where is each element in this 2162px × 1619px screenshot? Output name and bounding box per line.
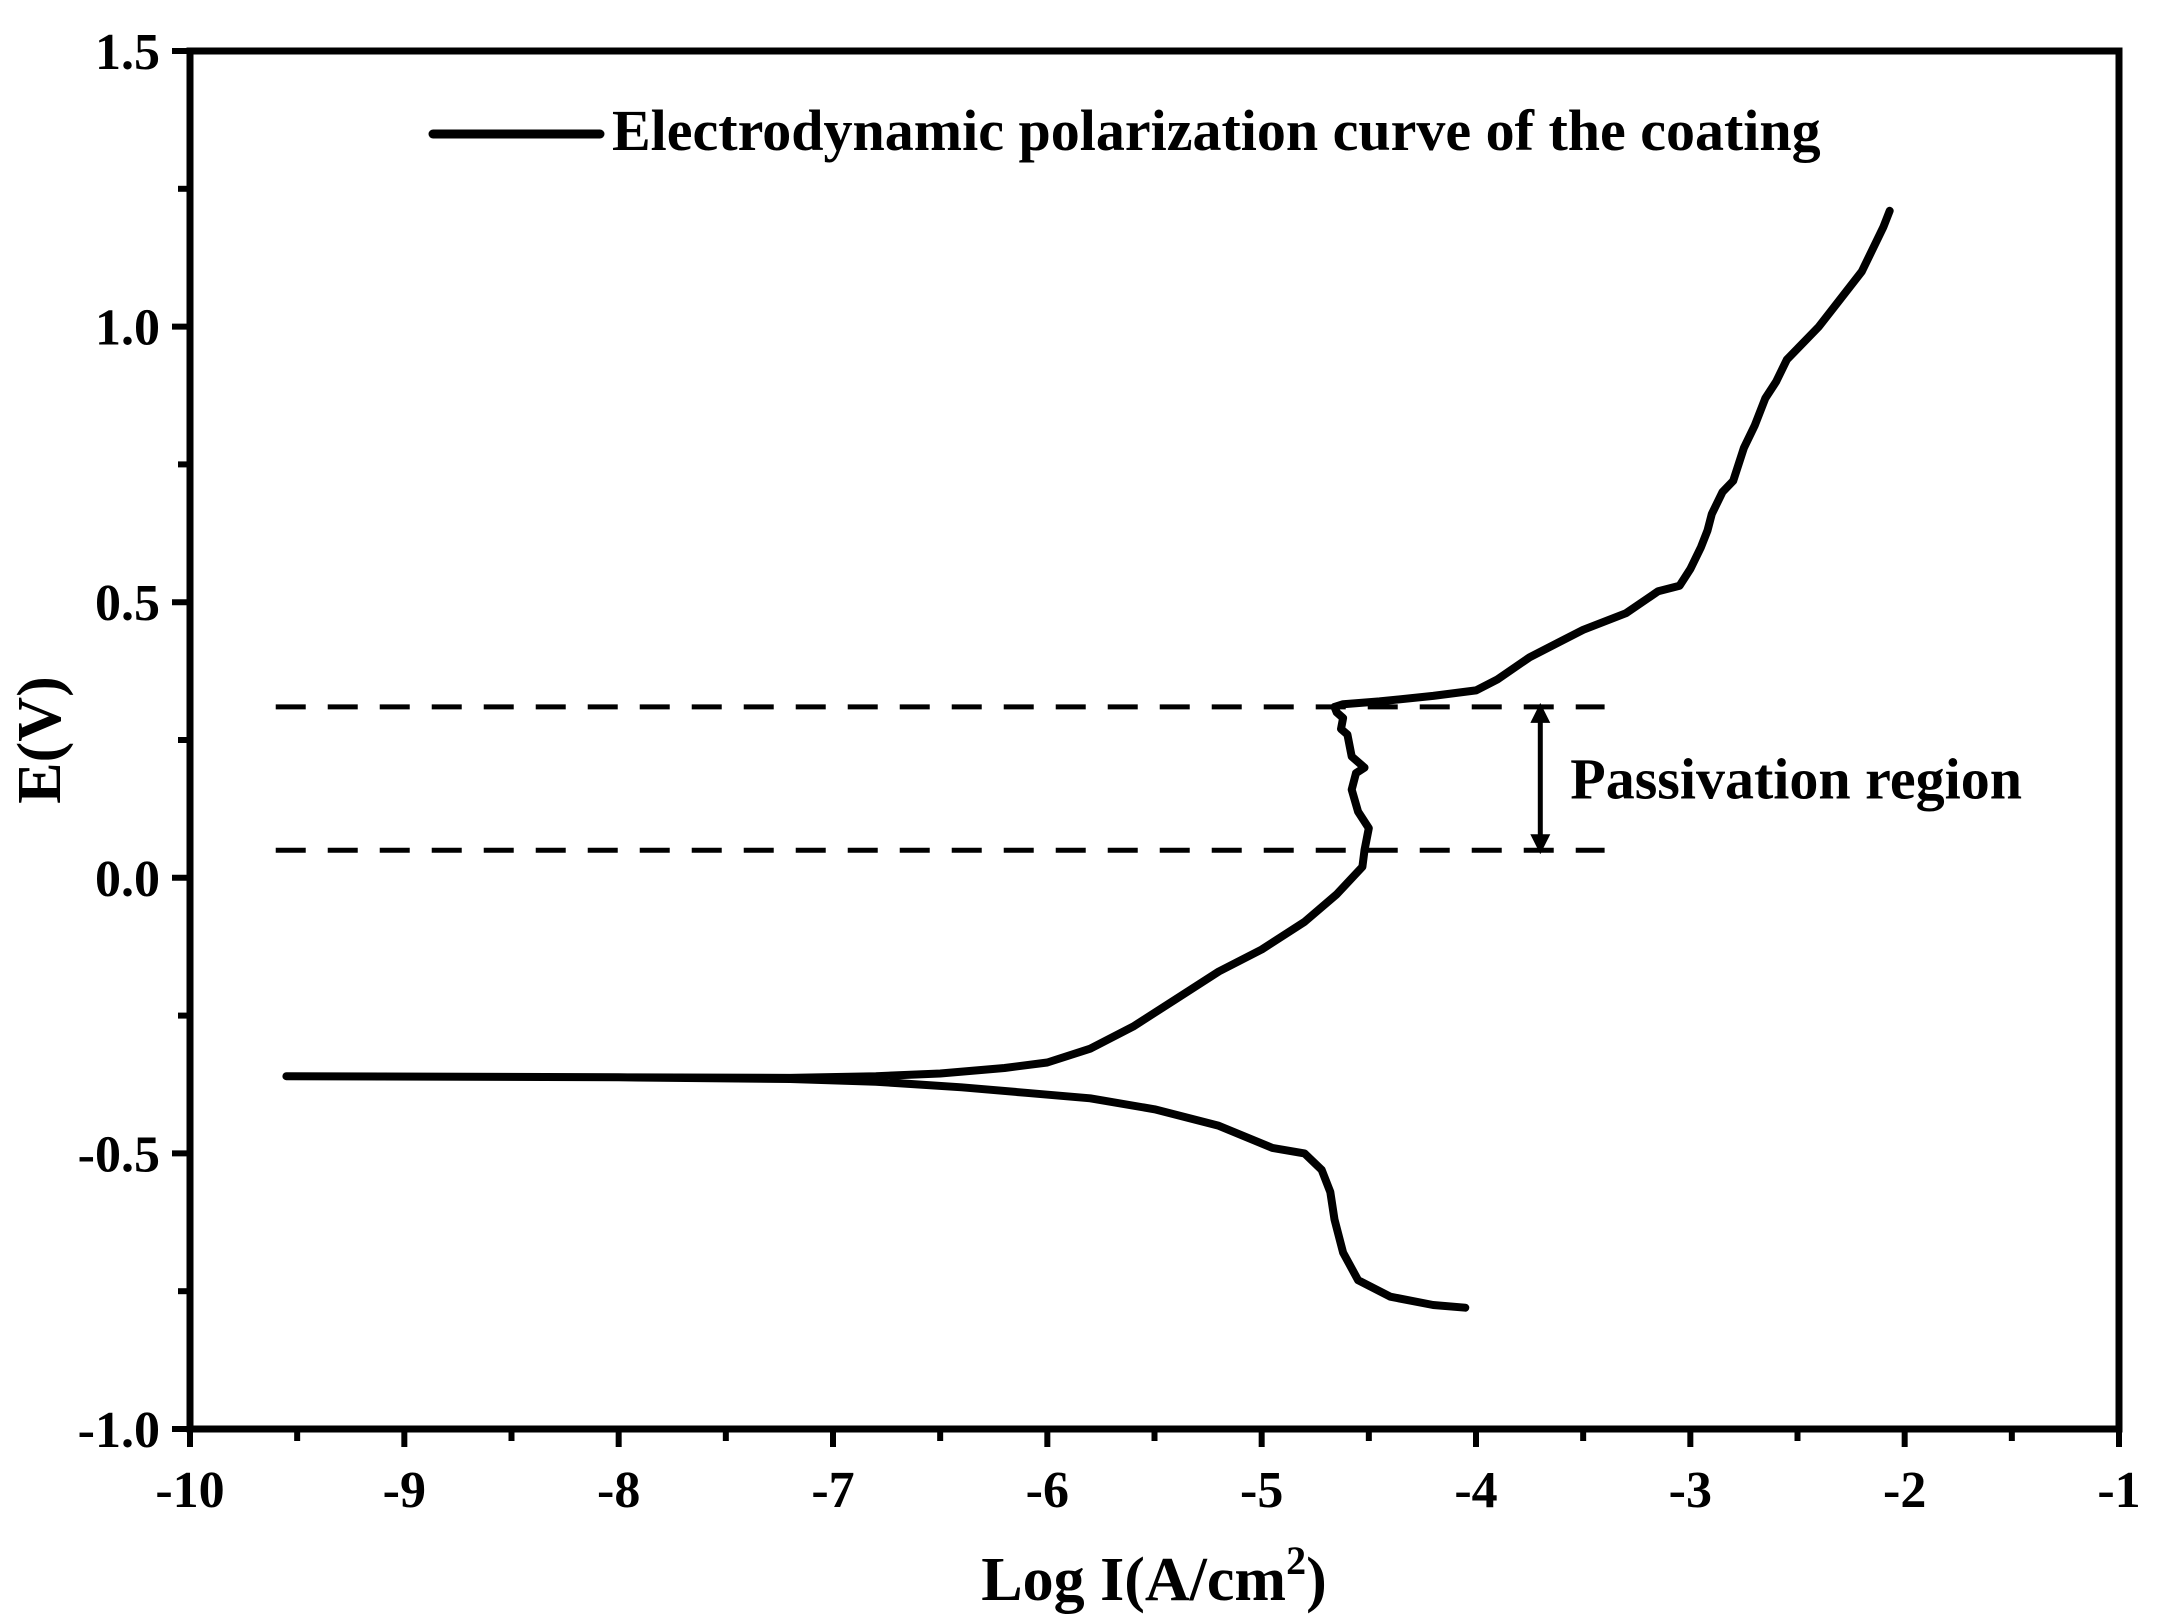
- y-tick-label: 1.5: [95, 24, 160, 81]
- x-axis-label: Log I(A/cm2): [981, 1538, 1326, 1614]
- x-tick-label: -8: [597, 1462, 640, 1519]
- y-tick-label: 1.0: [95, 300, 160, 357]
- x-tick-label: -5: [1240, 1462, 1283, 1519]
- annotations: Passivation region: [1530, 702, 2022, 855]
- y-tick-label: -1.0: [78, 1402, 160, 1459]
- legend: Electrodynamic polarization curve of the…: [428, 98, 1821, 163]
- x-tick-label: -3: [1669, 1462, 1712, 1519]
- legend-label: Electrodynamic polarization curve of the…: [612, 98, 1821, 163]
- y-tick-label: -0.5: [78, 1126, 160, 1183]
- y-tick-label: 0.5: [95, 575, 160, 632]
- plot-frame: [186, 47, 2123, 1433]
- data-series: [282, 206, 1894, 1312]
- passivation-label: Passivation region: [1570, 747, 2022, 812]
- x-tick-label: -2: [1883, 1462, 1926, 1519]
- reference-lines: [275, 704, 1605, 853]
- y-axis-label: E(V): [6, 676, 74, 803]
- x-tick-label: -4: [1454, 1462, 1497, 1519]
- y-axis-ticks: -1.0 -0.5 0.0 0.5 1.0 1.5: [78, 24, 190, 1459]
- x-tick-label: -6: [1026, 1462, 1069, 1519]
- x-tick-label: -7: [811, 1462, 854, 1519]
- polarization-curve: [282, 206, 1894, 1312]
- y-tick-label: 0.0: [95, 851, 160, 908]
- x-axis-ticks: -10 -9 -8 -7 -6 -5 -4 -3 -2 -1: [155, 1429, 2141, 1519]
- x-tick-label: -1: [2097, 1462, 2140, 1519]
- x-tick-label: -9: [383, 1462, 426, 1519]
- x-tick-label: -10: [155, 1462, 224, 1519]
